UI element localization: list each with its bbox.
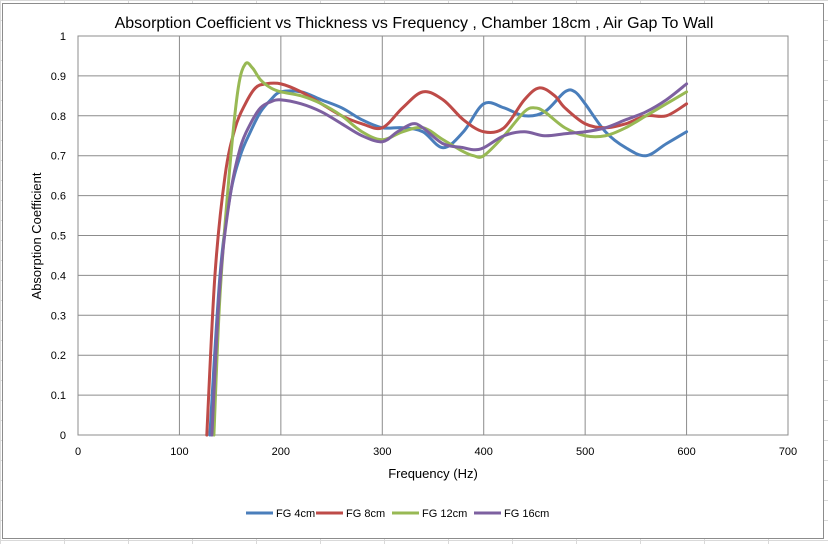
x-tick-label: 0 xyxy=(75,446,81,458)
legend-label: FG 8cm xyxy=(346,508,385,520)
x-tick-label: 700 xyxy=(779,446,797,458)
x-tick-labels: 0 100 200 300 400 500 600 700 xyxy=(75,446,797,458)
y-tick-label: 0.3 xyxy=(51,310,66,322)
series-lines xyxy=(205,61,689,437)
x-tick-label: 600 xyxy=(677,446,695,458)
y-tick-labels: 0 0.1 0.2 0.3 0.4 0.5 0.6 0.7 0.8 0.9 1 xyxy=(51,31,66,442)
y-tick-label: 0.5 xyxy=(51,231,66,243)
y-tick-label: 0.7 xyxy=(51,151,66,163)
series-line-4[interactable] xyxy=(210,82,689,437)
y-tick-label: 0.2 xyxy=(51,350,66,362)
y-tick-label: 0.8 xyxy=(51,111,66,123)
legend-item[interactable]: FG 8cm xyxy=(316,508,385,520)
y-tick-label: 0.4 xyxy=(51,270,66,282)
y-axis-title: Absorption Coefficient xyxy=(29,172,44,299)
x-tick-label: 300 xyxy=(373,446,391,458)
legend-item[interactable]: FG 12cm xyxy=(392,508,467,520)
legend-label: FG 16cm xyxy=(504,508,549,520)
series-line-1[interactable] xyxy=(208,88,689,437)
x-tick-label: 500 xyxy=(576,446,594,458)
series-line-2[interactable] xyxy=(205,81,689,437)
y-tick-label: 0.9 xyxy=(51,71,66,83)
legend-item[interactable]: FG 4cm xyxy=(246,508,315,520)
x-axis-title: Frequency (Hz) xyxy=(388,466,478,481)
legend-item[interactable]: FG 16cm xyxy=(474,508,549,520)
chart-title: Absorption Coefficient vs Thickness vs F… xyxy=(115,15,714,32)
legend[interactable]: FG 4cm FG 8cm FG 12cm FG 16cm xyxy=(246,508,549,520)
plot-area[interactable] xyxy=(77,35,789,436)
x-tick-label: 400 xyxy=(475,446,493,458)
x-tick-label: 100 xyxy=(170,446,188,458)
legend-label: FG 4cm xyxy=(276,508,315,520)
y-tick-label: 1 xyxy=(60,31,66,43)
y-tick-label: 0.1 xyxy=(51,390,66,402)
series-line-3[interactable] xyxy=(212,61,689,437)
legend-label: FG 12cm xyxy=(422,508,467,520)
y-tick-label: 0 xyxy=(60,430,66,442)
y-tick-label: 0.6 xyxy=(51,191,66,203)
x-tick-label: 200 xyxy=(272,446,290,458)
